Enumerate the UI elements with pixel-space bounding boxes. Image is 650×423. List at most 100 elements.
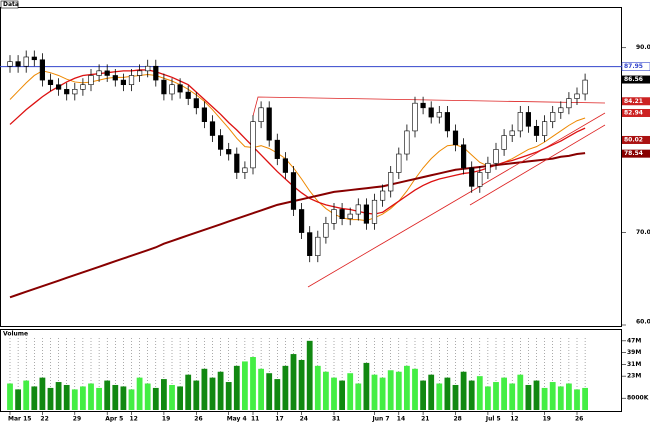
candle-body bbox=[104, 70, 110, 76]
volume-bar bbox=[566, 383, 572, 410]
candle-body bbox=[355, 204, 361, 215]
volume-bar bbox=[136, 377, 143, 410]
volume-bar bbox=[185, 374, 192, 410]
candle-body bbox=[96, 70, 102, 76]
candle-body bbox=[282, 158, 289, 173]
candle-body bbox=[541, 121, 548, 136]
candle-body bbox=[339, 209, 345, 220]
candle-body bbox=[460, 144, 467, 169]
volume-bar bbox=[371, 374, 378, 410]
x-tick-label: 22 bbox=[40, 416, 48, 423]
chart-title: Data bbox=[3, 1, 19, 8]
candle-body bbox=[420, 102, 426, 109]
candle-body bbox=[226, 149, 232, 155]
candle-body bbox=[266, 107, 272, 141]
candle-body bbox=[396, 153, 402, 173]
volume-bar bbox=[242, 361, 248, 410]
y-tick-label: 8000K bbox=[627, 395, 649, 402]
title-box bbox=[0, 0, 19, 9]
volume-bar bbox=[233, 365, 240, 410]
volume-bar bbox=[71, 389, 78, 410]
volume-bar bbox=[128, 389, 135, 410]
volume-bar bbox=[412, 368, 418, 410]
volume-bar bbox=[169, 384, 175, 410]
volume-bar bbox=[258, 368, 264, 410]
candle-body bbox=[307, 232, 313, 256]
volume-bar bbox=[387, 370, 394, 410]
candle-body bbox=[298, 209, 305, 233]
candle-body bbox=[517, 112, 523, 132]
candle-body bbox=[64, 89, 70, 95]
x-tick-label: 19 bbox=[543, 416, 551, 423]
volume-bar bbox=[533, 380, 540, 410]
candle-body bbox=[274, 139, 280, 159]
candle-body bbox=[582, 79, 588, 95]
candle-body bbox=[31, 56, 37, 61]
volume-bar bbox=[420, 380, 426, 410]
volume-bar bbox=[444, 377, 451, 410]
volume-bar bbox=[331, 377, 337, 410]
price-tag-label: 78.54 bbox=[624, 150, 643, 157]
price-tag-label: 80.02 bbox=[624, 136, 643, 143]
volume-bar bbox=[96, 387, 102, 410]
volume-bar bbox=[428, 374, 435, 410]
volume-bar bbox=[47, 387, 54, 410]
candle-body bbox=[493, 149, 499, 164]
volume-bar bbox=[395, 371, 402, 410]
x-tick-label: Apr 5 bbox=[105, 416, 123, 423]
price-tag-label: 82.94 bbox=[624, 109, 643, 116]
x-tick-label: 28 bbox=[454, 416, 462, 423]
candle-body bbox=[379, 190, 386, 201]
volume-bar bbox=[314, 365, 321, 410]
price-tag bbox=[622, 108, 650, 117]
x-tick-label: 12 bbox=[510, 416, 518, 423]
candle-body bbox=[315, 236, 321, 256]
volume-bar bbox=[274, 379, 281, 410]
candle-body bbox=[7, 61, 13, 67]
price-tag-label: 87.95 bbox=[624, 63, 643, 70]
volume-bar bbox=[339, 380, 345, 410]
volume-bar bbox=[468, 380, 475, 410]
candle-body bbox=[558, 107, 564, 113]
y-tick-label: 39M bbox=[627, 349, 641, 356]
y-tick-label: 47M bbox=[627, 337, 641, 344]
candle-body bbox=[137, 70, 143, 76]
x-tick-label: 29 bbox=[73, 416, 81, 423]
volume-bar bbox=[120, 386, 127, 410]
candle-body bbox=[250, 121, 256, 169]
price-tag bbox=[622, 149, 650, 158]
x-tick-label: 17 bbox=[275, 416, 283, 423]
price-tag bbox=[622, 135, 650, 144]
volume-bar bbox=[266, 373, 273, 410]
volume-bar bbox=[282, 365, 289, 410]
candle-body bbox=[201, 107, 208, 122]
x-tick-label: Jul 5 bbox=[485, 416, 501, 423]
candle-body bbox=[47, 79, 54, 86]
candle-body bbox=[88, 75, 94, 86]
volume-bar bbox=[225, 382, 232, 410]
candle-body bbox=[218, 135, 224, 150]
price-panel bbox=[0, 7, 622, 327]
volume-bar bbox=[493, 382, 499, 410]
volume-bar bbox=[144, 383, 151, 410]
candle-body bbox=[404, 130, 410, 155]
volume-bar bbox=[80, 386, 86, 410]
volume-bar bbox=[549, 382, 556, 410]
candle-body bbox=[234, 153, 240, 173]
volume-bar bbox=[306, 340, 313, 410]
volume-bar bbox=[217, 371, 224, 410]
candle-body bbox=[574, 93, 580, 99]
volume-bar bbox=[323, 371, 329, 410]
candle-body bbox=[477, 172, 483, 187]
x-tick-label: 31 bbox=[332, 416, 340, 423]
price-tag-label: 84.21 bbox=[624, 98, 643, 105]
candle-body bbox=[533, 125, 540, 136]
volume-bar bbox=[460, 371, 467, 410]
candle-body bbox=[371, 199, 378, 224]
x-tick-label: 11 bbox=[251, 416, 259, 423]
volume-bar bbox=[63, 384, 70, 410]
candle-body bbox=[550, 112, 556, 122]
candle-body bbox=[177, 84, 183, 93]
